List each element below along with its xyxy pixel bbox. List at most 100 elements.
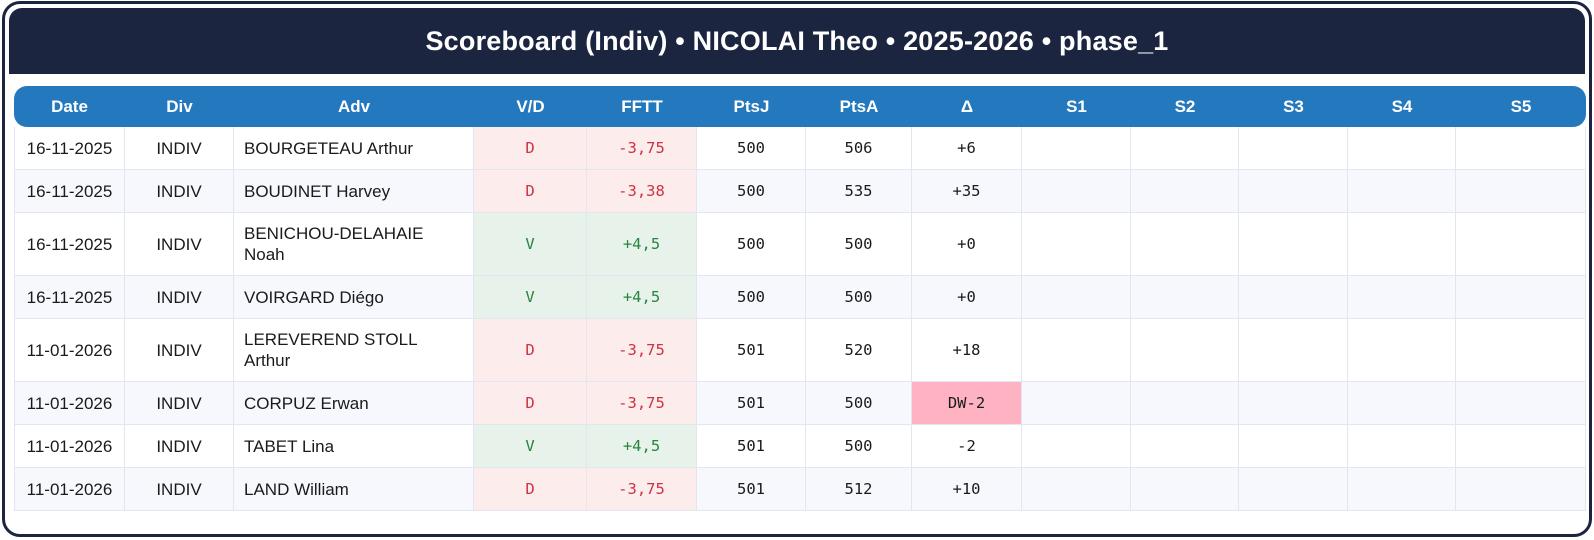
- set2-cell: [1131, 425, 1239, 468]
- player-points-cell: 500: [697, 127, 806, 170]
- win-loss-cell: V: [474, 276, 587, 319]
- fftt-points-cell: -3,75: [587, 382, 697, 425]
- division-cell: INDIV: [125, 382, 234, 425]
- player-points-cell: 501: [697, 468, 806, 511]
- player-points-cell: 501: [697, 425, 806, 468]
- table-row: 11-01-2026 INDIV LEREVEREND STOLL Arthur…: [14, 319, 1586, 382]
- column-header: S2: [1131, 86, 1239, 127]
- opponent-cell: BENICHOU-DELAHAIE Noah: [234, 213, 474, 276]
- set1-cell: [1022, 170, 1131, 213]
- set5-cell: [1456, 276, 1586, 319]
- date-cell: 11-01-2026: [14, 382, 125, 425]
- set5-cell: [1456, 319, 1586, 382]
- set5-cell: [1456, 127, 1586, 170]
- player-points-cell: 500: [697, 276, 806, 319]
- delta-cell: +35: [912, 170, 1022, 213]
- division-cell: INDIV: [125, 468, 234, 511]
- player-points-cell: 501: [697, 319, 806, 382]
- win-loss-cell: D: [474, 468, 587, 511]
- set1-cell: [1022, 468, 1131, 511]
- opponent-points-cell: 500: [806, 425, 912, 468]
- delta-cell: +6: [912, 127, 1022, 170]
- set2-cell: [1131, 213, 1239, 276]
- set2-cell: [1131, 468, 1239, 511]
- date-cell: 16-11-2025: [14, 276, 125, 319]
- opponent-points-cell: 500: [806, 382, 912, 425]
- set2-cell: [1131, 276, 1239, 319]
- title-bar: Scoreboard (Indiv) • NICOLAI Theo • 2025…: [9, 8, 1585, 74]
- delta-cell: +18: [912, 319, 1022, 382]
- delta-cell: +0: [912, 213, 1022, 276]
- set5-cell: [1456, 468, 1586, 511]
- date-cell: 16-11-2025: [14, 170, 125, 213]
- column-header: S1: [1022, 86, 1131, 127]
- date-cell: 16-11-2025: [14, 127, 125, 170]
- set3-cell: [1239, 170, 1348, 213]
- column-header: V/D: [474, 86, 587, 127]
- delta-cell: +0: [912, 276, 1022, 319]
- set1-cell: [1022, 276, 1131, 319]
- table-row: 11-01-2026 INDIV CORPUZ Erwan D -3,75 50…: [14, 382, 1586, 425]
- set5-cell: [1456, 213, 1586, 276]
- win-loss-cell: D: [474, 170, 587, 213]
- fftt-points-cell: +4,5: [587, 425, 697, 468]
- set2-cell: [1131, 382, 1239, 425]
- set4-cell: [1348, 213, 1456, 276]
- table-row: 11-01-2026 INDIV TABET Lina V +4,5 501 5…: [14, 425, 1586, 468]
- table-row: 16-11-2025 INDIV BENICHOU-DELAHAIE Noah …: [14, 213, 1586, 276]
- set5-cell: [1456, 170, 1586, 213]
- table-container: Date Div Adv V/D FFTT PtsJ PtsA Δ S1 S2 S3 S4 S5 16-…: [5, 74, 1589, 517]
- date-cell: 16-11-2025: [14, 213, 125, 276]
- column-header: S5: [1456, 86, 1586, 127]
- column-header: S4: [1348, 86, 1456, 127]
- win-loss-cell: V: [474, 213, 587, 276]
- set1-cell: [1022, 213, 1131, 276]
- opponent-cell: VOIRGARD Diégo: [234, 276, 474, 319]
- division-cell: INDIV: [125, 213, 234, 276]
- opponent-cell: TABET Lina: [234, 425, 474, 468]
- set1-cell: [1022, 319, 1131, 382]
- set4-cell: [1348, 468, 1456, 511]
- opponent-points-cell: 506: [806, 127, 912, 170]
- set4-cell: [1348, 382, 1456, 425]
- set3-cell: [1239, 127, 1348, 170]
- opponent-cell: BOURGETEAU Arthur: [234, 127, 474, 170]
- scoreboard-table: Date Div Adv V/D FFTT PtsJ PtsA Δ S1 S2 S3 S4 S5 16-…: [14, 86, 1586, 511]
- set3-cell: [1239, 276, 1348, 319]
- column-header: PtsJ: [697, 86, 806, 127]
- division-cell: INDIV: [125, 170, 234, 213]
- opponent-cell: BOUDINET Harvey: [234, 170, 474, 213]
- delta-cell: +10: [912, 468, 1022, 511]
- player-points-cell: 500: [697, 213, 806, 276]
- win-loss-cell: V: [474, 425, 587, 468]
- header-row: Date Div Adv V/D FFTT PtsJ PtsA Δ S1 S2 S3 S4 S5: [14, 86, 1586, 127]
- set4-cell: [1348, 276, 1456, 319]
- set1-cell: [1022, 127, 1131, 170]
- win-loss-cell: D: [474, 127, 587, 170]
- set4-cell: [1348, 170, 1456, 213]
- set2-cell: [1131, 127, 1239, 170]
- division-cell: INDIV: [125, 319, 234, 382]
- set4-cell: [1348, 425, 1456, 468]
- column-header: S3: [1239, 86, 1348, 127]
- date-cell: 11-01-2026: [14, 468, 125, 511]
- fftt-points-cell: +4,5: [587, 276, 697, 319]
- delta-cell: DW-2: [912, 382, 1022, 425]
- table-row: 16-11-2025 INDIV BOUDINET Harvey D -3,38…: [14, 170, 1586, 213]
- set2-cell: [1131, 170, 1239, 213]
- division-cell: INDIV: [125, 276, 234, 319]
- column-header: Div: [125, 86, 234, 127]
- opponent-points-cell: 500: [806, 276, 912, 319]
- opponent-points-cell: 512: [806, 468, 912, 511]
- set2-cell: [1131, 319, 1239, 382]
- win-loss-cell: D: [474, 319, 587, 382]
- set4-cell: [1348, 319, 1456, 382]
- win-loss-cell: D: [474, 382, 587, 425]
- set4-cell: [1348, 127, 1456, 170]
- fftt-points-cell: -3,75: [587, 127, 697, 170]
- player-points-cell: 500: [697, 170, 806, 213]
- opponent-points-cell: 500: [806, 213, 912, 276]
- page-title: Scoreboard (Indiv) • NICOLAI Theo • 2025…: [425, 25, 1169, 56]
- opponent-cell: LAND William: [234, 468, 474, 511]
